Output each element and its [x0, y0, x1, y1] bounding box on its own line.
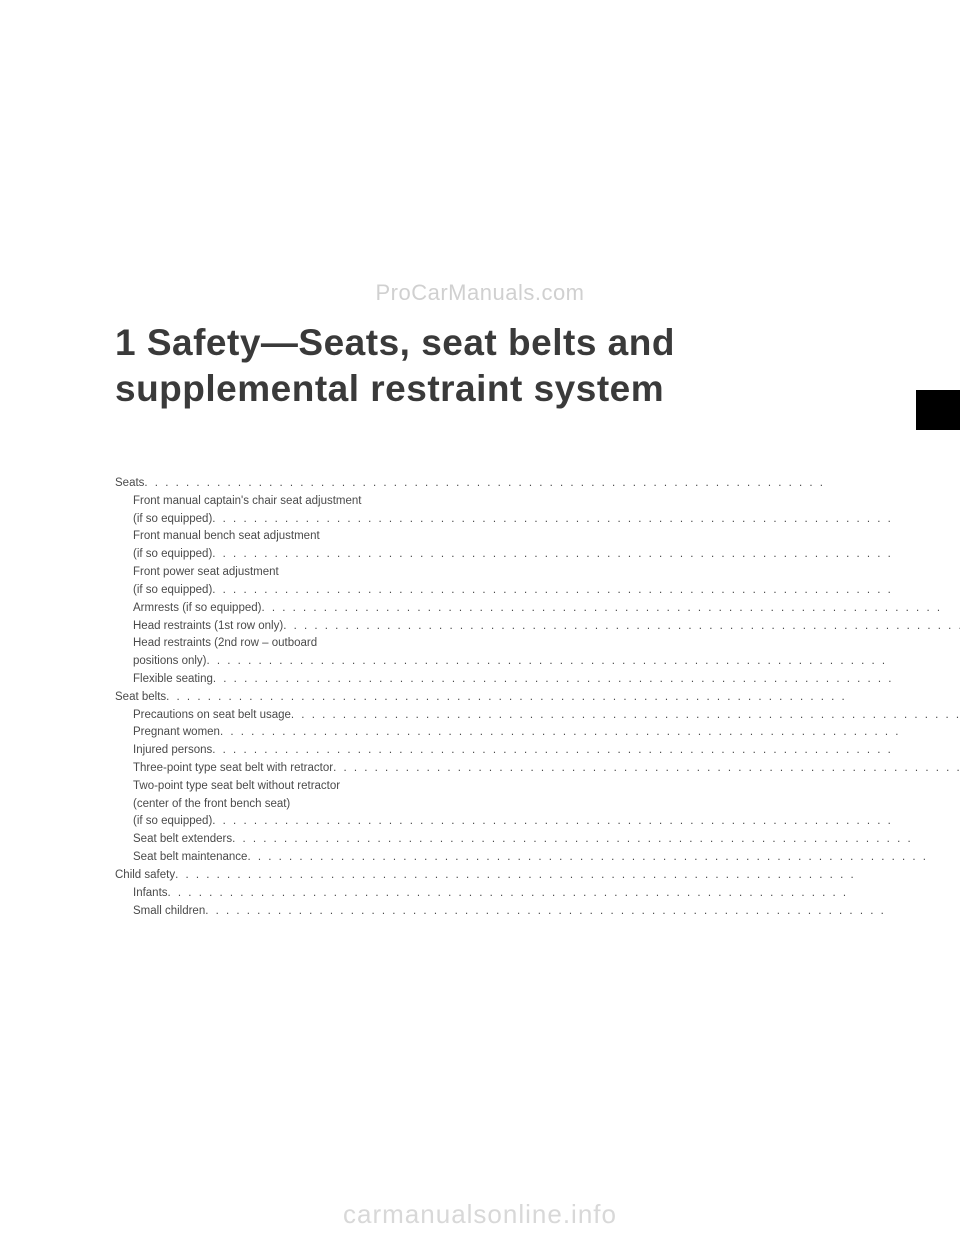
toc-entry: Three-point type seat belt with retracto…	[115, 760, 960, 778]
toc-dots	[261, 600, 960, 618]
toc-dots	[144, 475, 960, 493]
toc-dots	[212, 813, 960, 831]
toc-entry: Head restraints (2nd row – outboard	[115, 635, 960, 653]
toc-dots	[232, 831, 960, 849]
toc-dots	[168, 885, 960, 903]
toc-dots	[166, 689, 960, 707]
watermark-top: ProCarManuals.com	[375, 280, 584, 306]
toc-label: Seats	[115, 475, 144, 493]
toc-entry: (if so equipped)1-2	[115, 511, 960, 529]
chapter-title-line1: 1 Safety—Seats, seat belts and	[115, 322, 675, 363]
toc-label: (if so equipped)	[133, 582, 212, 600]
toc-label: (if so equipped)	[133, 813, 212, 831]
toc-entry: Pregnant women1-18	[115, 724, 960, 742]
toc-entry: Small children1-25	[115, 903, 960, 921]
toc-label: (if so equipped)	[133, 511, 212, 529]
toc-entry: Precautions on seat belt usage1-15	[115, 707, 960, 725]
section-tab	[916, 390, 960, 430]
toc-label: Two-point type seat belt without retract…	[133, 778, 340, 796]
toc-label: Precautions on seat belt usage	[133, 707, 291, 725]
toc-label: Seat belt maintenance	[133, 849, 247, 867]
toc-entry: Flexible seating1-11	[115, 671, 960, 689]
toc-label: Seat belt extenders	[133, 831, 232, 849]
toc-label: Head restraints (1st row only)	[133, 618, 283, 636]
toc-dots	[333, 760, 960, 778]
toc-dots	[205, 903, 960, 921]
toc-label: Front manual captain's chair seat adjust…	[133, 493, 361, 511]
toc-dots	[283, 618, 960, 636]
toc-dots	[212, 511, 960, 529]
toc-label: Flexible seating	[133, 671, 213, 689]
toc-label: Three-point type seat belt with retracto…	[133, 760, 333, 778]
toc-entry: Seat belts1-15	[115, 689, 960, 707]
toc-entry: Head restraints (1st row only)1-6	[115, 618, 960, 636]
toc-label: (center of the front bench seat)	[133, 796, 290, 814]
toc-entry: Front manual captain's chair seat adjust…	[115, 493, 960, 511]
toc-entry: Seat belt maintenance1-23	[115, 849, 960, 867]
toc-entry: Seats1-2	[115, 475, 960, 493]
toc-label: Front manual bench seat adjustment	[133, 528, 320, 546]
toc-entry: (if so equipped)1-21	[115, 813, 960, 831]
toc-dots	[247, 849, 960, 867]
toc-entry: Front manual bench seat adjustment	[115, 528, 960, 546]
chapter-title: 1 Safety—Seats, seat belts and supplemen…	[115, 320, 675, 413]
toc-label: Seat belts	[115, 689, 166, 707]
toc-label: Infants	[133, 885, 168, 903]
chapter-title-line2: supplemental restraint system	[115, 368, 664, 409]
toc-label: Front power seat adjustment	[133, 564, 279, 582]
toc-dots	[291, 707, 960, 725]
toc-label: Armrests (if so equipped)	[133, 600, 261, 618]
toc-dots	[212, 546, 960, 564]
toc-entry: Infants1-25	[115, 885, 960, 903]
toc-dots	[212, 582, 960, 600]
footer-watermark: carmanualsonline.info	[343, 1199, 617, 1230]
toc-dots	[220, 724, 960, 742]
toc-entry: (if so equipped)1-3	[115, 546, 960, 564]
toc-dots	[175, 867, 960, 885]
toc-entry: Seat belt extenders1-23	[115, 831, 960, 849]
toc-label: Child safety	[115, 867, 175, 885]
toc-entry: positions only)1-9	[115, 653, 960, 671]
toc-dots	[212, 742, 960, 760]
toc-entry: (if so equipped)1-4	[115, 582, 960, 600]
toc-entry: Injured persons1-18	[115, 742, 960, 760]
toc-label: Injured persons	[133, 742, 212, 760]
toc-dots	[207, 653, 960, 671]
toc-dots	[213, 671, 960, 689]
toc-label: positions only)	[133, 653, 207, 671]
toc-label: Head restraints (2nd row – outboard	[133, 635, 317, 653]
toc-entry: Two-point type seat belt without retract…	[115, 778, 960, 796]
toc-left-column: Seats1-2Front manual captain's chair sea…	[115, 475, 960, 920]
toc-entry: Armrests (if so equipped)1-6	[115, 600, 960, 618]
toc-entry: Child safety1-24	[115, 867, 960, 885]
toc-label: Small children	[133, 903, 205, 921]
toc-label: Pregnant women	[133, 724, 220, 742]
toc-entry: Front power seat adjustment	[115, 564, 960, 582]
toc-entry: (center of the front bench seat)	[115, 796, 960, 814]
toc-label: (if so equipped)	[133, 546, 212, 564]
table-of-contents: Seats1-2Front manual captain's chair sea…	[115, 475, 855, 920]
